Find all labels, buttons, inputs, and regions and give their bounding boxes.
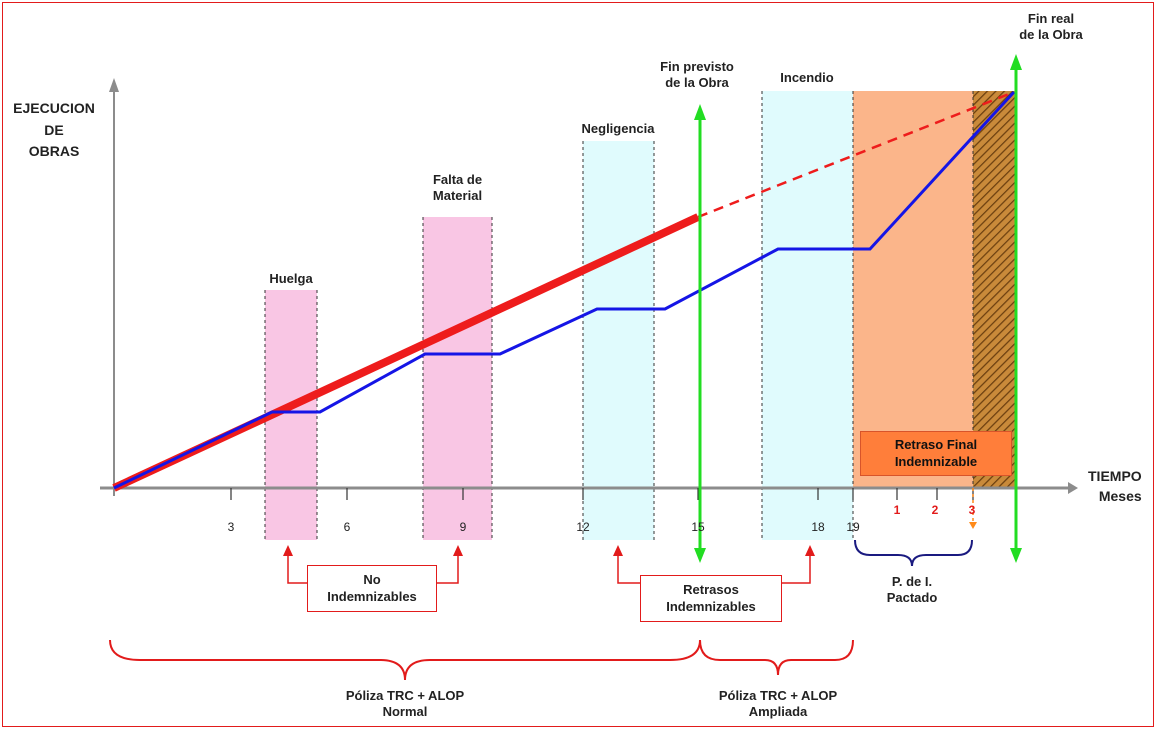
arrowhead [613, 545, 623, 556]
tick-label: 19 [846, 520, 860, 534]
fin-previsto-label: Fin previsto de la Obra [637, 59, 757, 92]
pi-tick-label: 3 [968, 503, 976, 517]
y-axis-arrow [109, 78, 119, 92]
arrowhead [453, 545, 463, 556]
poliza-line: Póliza TRC + ALOP [718, 688, 838, 703]
x-axis-label-line: TIEMPO [1088, 468, 1142, 484]
deadline-fin-real [1010, 54, 1022, 563]
tick-label: 6 [343, 520, 351, 534]
tick-label: 9 [459, 520, 467, 534]
pi-tick-label: 2 [931, 503, 939, 517]
hatched-zone [973, 91, 1016, 488]
planned-extension-dashed [697, 90, 1015, 219]
tick-label: 12 [576, 520, 590, 534]
y-axis-label-line: DE [44, 121, 64, 138]
periodo-line: Pactado [886, 590, 938, 606]
y-axis-label-line: OBRAS [28, 143, 80, 160]
pi-tick-label: 1 [893, 503, 901, 517]
box-line: Indemnizables [327, 588, 417, 604]
band-falta-material [423, 217, 492, 540]
event-negligencia-label: Negligencia [581, 121, 655, 136]
event-falta-material-label: Falta de Material [405, 172, 510, 205]
poliza-line: Normal [382, 704, 428, 720]
poliza-line: Póliza TRC + ALOP [345, 688, 465, 703]
tick-marks [230, 488, 974, 500]
arrows-retrasos-indemnizables [617, 555, 811, 584]
y-axis-label: EJECUCION DE OBRAS [4, 98, 104, 163]
tick-label: 15 [691, 520, 705, 534]
retrasos-indemnizables-box: Retrasos Indemnizables [640, 575, 782, 622]
event-huelga-label: Huelga [269, 271, 313, 286]
actual-progress-line [113, 90, 1016, 490]
tick-label: 3 [227, 520, 235, 534]
pi-end-marker [969, 522, 977, 529]
poliza-ampliada-brace [699, 639, 854, 676]
event-label-line: Falta de [432, 172, 483, 187]
fin-real-line: de la Obra [1019, 27, 1083, 43]
periodo-line: P. de I. [891, 574, 933, 589]
box-line: No [363, 571, 381, 587]
fin-real-line: Fin real [1027, 11, 1075, 26]
no-indemnizables-box: No Indemnizables [307, 565, 437, 612]
fin-real-label: Fin real de la Obra [1016, 11, 1086, 44]
x-axis-arrow [1068, 482, 1078, 494]
fin-previsto-line: de la Obra [665, 75, 729, 91]
arrowhead [805, 545, 815, 556]
y-axis-label-line: EJECUCION [13, 100, 95, 116]
periodo-indemnizacion-label: P. de I. Pactado [862, 574, 962, 607]
poliza-normal-brace [109, 639, 701, 681]
box-line: Retraso Final [894, 436, 978, 452]
poliza-ampliada-label: Póliza TRC + ALOP Ampliada [678, 688, 878, 721]
fin-previsto-line: Fin previsto [660, 59, 734, 74]
poliza-line: Ampliada [748, 704, 808, 720]
event-label-line: Material [432, 188, 483, 204]
deadline-fin-previsto [694, 104, 706, 563]
tick-label: 18 [811, 520, 825, 534]
arrows-no-indemnizables [287, 555, 459, 584]
arrowhead [283, 545, 293, 556]
pi-zone [853, 91, 973, 488]
poliza-normal-label: Póliza TRC + ALOP Normal [305, 688, 505, 721]
retraso-final-box: Retraso Final Indemnizable [860, 431, 1012, 476]
band-borders [264, 91, 974, 540]
box-line: Indemnizables [666, 598, 756, 614]
x-axis-label-line: Meses [1098, 488, 1142, 505]
band-negligencia [583, 141, 654, 540]
pi-bracket [854, 539, 973, 567]
band-incendio [762, 91, 853, 540]
event-incendio-label: Incendio [780, 70, 834, 85]
box-line: Indemnizable [894, 453, 978, 469]
x-axis-label: TIEMPO Meses [1088, 466, 1142, 507]
box-line: Retrasos [683, 581, 739, 597]
